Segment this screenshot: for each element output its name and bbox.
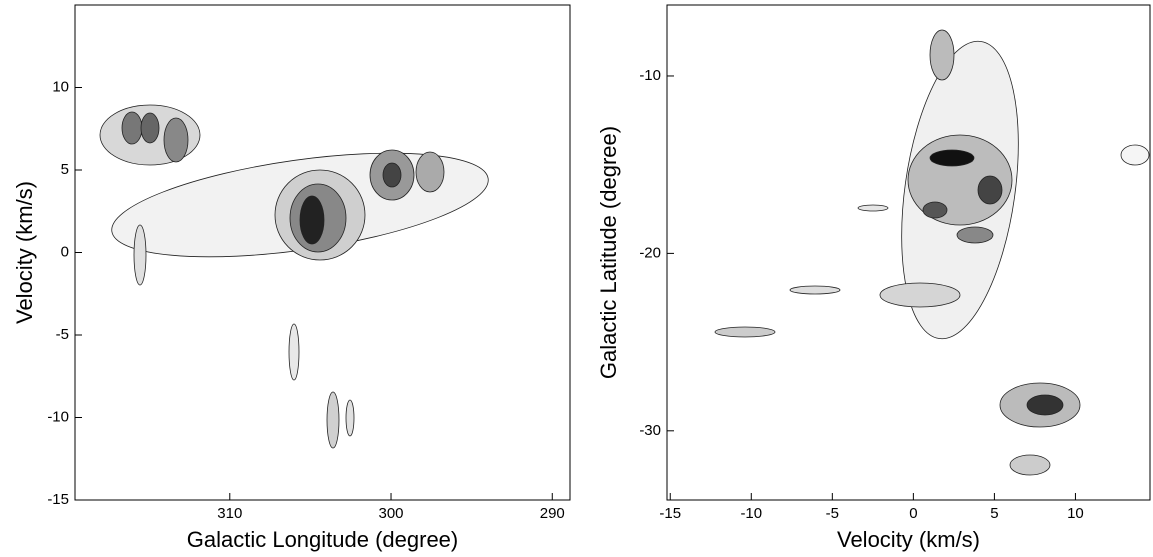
x-tick-label: -15 bbox=[659, 505, 681, 522]
x-tick-label: 10 bbox=[1067, 505, 1084, 522]
y-tick-label: -20 bbox=[639, 244, 661, 261]
y-tick-label: 0 bbox=[61, 243, 69, 260]
y-tick-label: -10 bbox=[639, 67, 661, 84]
y-tick-label: 5 bbox=[61, 161, 69, 178]
x-tick-label: 5 bbox=[990, 505, 998, 522]
y-tick-label: -30 bbox=[639, 422, 661, 439]
x-axis-label: Velocity (km/s) bbox=[837, 527, 980, 552]
y-axis-label: Galactic Latitude (degree) bbox=[596, 126, 621, 379]
x-tick-label: 290 bbox=[540, 505, 565, 522]
y-tick-label: -5 bbox=[56, 326, 69, 343]
emission-contours-right bbox=[714, 29, 1150, 476]
x-axis-label: Galactic Longitude (degree) bbox=[187, 527, 459, 552]
x-tick-label: -5 bbox=[826, 505, 839, 522]
y-tick-label: -15 bbox=[47, 491, 69, 508]
x-tick-label: 0 bbox=[909, 505, 917, 522]
y-axis-label: Velocity (km/s) bbox=[12, 181, 37, 324]
y-tick-label: -10 bbox=[47, 408, 69, 425]
emission-contours-left bbox=[99, 104, 489, 449]
plot-frame bbox=[666, 4, 1151, 501]
y-tick-label: 10 bbox=[52, 78, 69, 95]
x-tick-label: 310 bbox=[217, 505, 242, 522]
x-tick-label: -10 bbox=[740, 505, 762, 522]
x-tick-label: 300 bbox=[379, 505, 404, 522]
